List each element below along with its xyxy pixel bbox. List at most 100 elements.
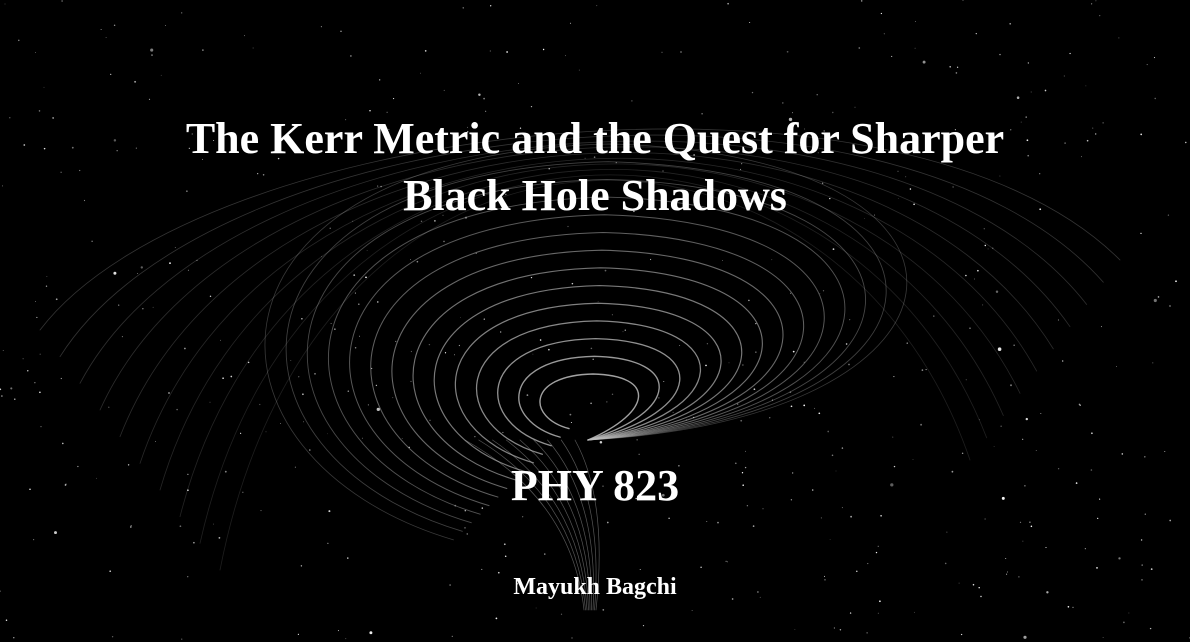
star [984, 518, 986, 520]
star [4, 3, 6, 5]
star [358, 303, 360, 305]
star [0, 590, 1, 592]
star [420, 220, 423, 222]
star [571, 282, 574, 285]
throat-line [574, 439, 600, 611]
star [1153, 298, 1157, 303]
star [816, 94, 818, 96]
star [858, 47, 861, 49]
star [297, 633, 300, 636]
star [247, 361, 250, 364]
star [164, 24, 166, 26]
star [811, 489, 814, 491]
star [213, 139, 215, 142]
star [109, 570, 112, 573]
star [1005, 557, 1007, 560]
star [891, 55, 893, 57]
star [294, 466, 296, 468]
star [706, 343, 709, 345]
star [118, 304, 120, 306]
star [753, 388, 756, 391]
star [920, 423, 923, 426]
star [291, 146, 293, 149]
star [33, 539, 35, 541]
star [488, 186, 490, 187]
star [395, 340, 397, 342]
star [39, 391, 41, 394]
star [429, 419, 431, 421]
star [832, 248, 835, 250]
star [454, 504, 457, 507]
star [860, 0, 863, 2]
star [752, 525, 755, 527]
star [914, 47, 916, 49]
star [622, 331, 624, 333]
star [922, 60, 926, 64]
star [993, 446, 995, 447]
star [1039, 208, 1042, 211]
star [224, 470, 227, 473]
star [792, 472, 794, 474]
star [542, 48, 545, 51]
star [369, 631, 373, 635]
star [1149, 627, 1152, 630]
star [856, 570, 858, 573]
star [849, 612, 852, 614]
star [130, 525, 132, 527]
star [83, 199, 86, 202]
star [1095, 133, 1097, 135]
star [380, 185, 382, 188]
star [518, 83, 519, 84]
star [544, 553, 546, 555]
star [727, 2, 729, 5]
star [820, 517, 822, 519]
star [997, 347, 1002, 351]
star [548, 168, 550, 170]
star [1027, 62, 1029, 64]
star [240, 432, 242, 434]
star [100, 29, 102, 30]
star [570, 421, 572, 424]
star [354, 292, 356, 294]
star [160, 74, 162, 76]
star [260, 510, 262, 512]
star [839, 629, 842, 631]
star [832, 111, 834, 114]
star [954, 129, 956, 131]
star [62, 442, 64, 445]
star [792, 350, 795, 353]
star [466, 130, 469, 133]
star [277, 157, 280, 160]
star [451, 635, 453, 638]
star [393, 98, 395, 100]
star [329, 227, 331, 229]
star [1091, 3, 1093, 5]
star [742, 364, 744, 366]
star [187, 473, 189, 476]
star [823, 130, 825, 132]
star [877, 612, 879, 614]
star [35, 52, 36, 53]
star [636, 439, 638, 441]
star [972, 583, 975, 586]
star [352, 220, 354, 222]
star [321, 256, 322, 257]
star [155, 441, 156, 442]
field-line [454, 302, 722, 464]
star [113, 139, 117, 142]
star [617, 134, 619, 136]
star [1144, 456, 1146, 458]
star [1118, 557, 1121, 560]
star [1016, 96, 1020, 99]
star [301, 318, 303, 320]
star [127, 464, 130, 466]
star [186, 190, 188, 192]
star [497, 571, 500, 574]
star [961, 452, 964, 455]
star [771, 259, 773, 261]
star [829, 197, 831, 200]
star [121, 336, 123, 338]
star [1035, 450, 1037, 451]
star [1000, 425, 1002, 427]
star [960, 633, 963, 636]
